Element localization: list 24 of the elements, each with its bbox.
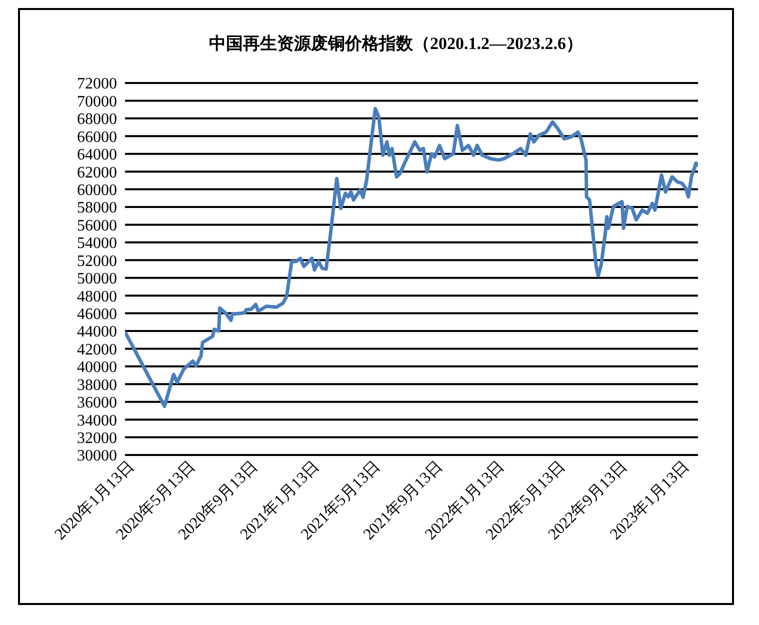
y-tick-label: 42000 — [77, 341, 117, 358]
y-tick-label: 32000 — [77, 430, 117, 447]
y-tick-label: 70000 — [77, 93, 117, 110]
y-tick-label: 64000 — [77, 146, 117, 164]
y-tick-label: 50000 — [77, 270, 117, 288]
y-tick-label: 44000 — [77, 324, 117, 341]
y-tick-label: 34000 — [77, 412, 117, 430]
y-tick-label: 40000 — [77, 359, 117, 376]
y-tick-label: 38000 — [77, 376, 117, 394]
y-tick-label: 66000 — [77, 128, 117, 146]
y-tick-label: 48000 — [77, 288, 117, 306]
y-tick-label: 58000 — [77, 200, 117, 217]
chart-title: 中国再生资源废铜价格指数（2020.1.2—2023.2.6） — [208, 33, 584, 55]
y-tick-label: 68000 — [77, 111, 117, 128]
y-tick-label: 36000 — [77, 394, 117, 412]
y-tick-label: 54000 — [77, 235, 117, 252]
y-tick-label: 52000 — [77, 252, 117, 270]
y-tick-label: 56000 — [77, 217, 117, 234]
y-tick-label: 30000 — [77, 448, 117, 465]
y-tick-label: 46000 — [77, 306, 117, 323]
line-series — [125, 106, 698, 408]
y-tick-label: 60000 — [77, 182, 117, 199]
y-tick-label: 72000 — [77, 76, 117, 93]
y-tick-label: 62000 — [77, 164, 117, 182]
